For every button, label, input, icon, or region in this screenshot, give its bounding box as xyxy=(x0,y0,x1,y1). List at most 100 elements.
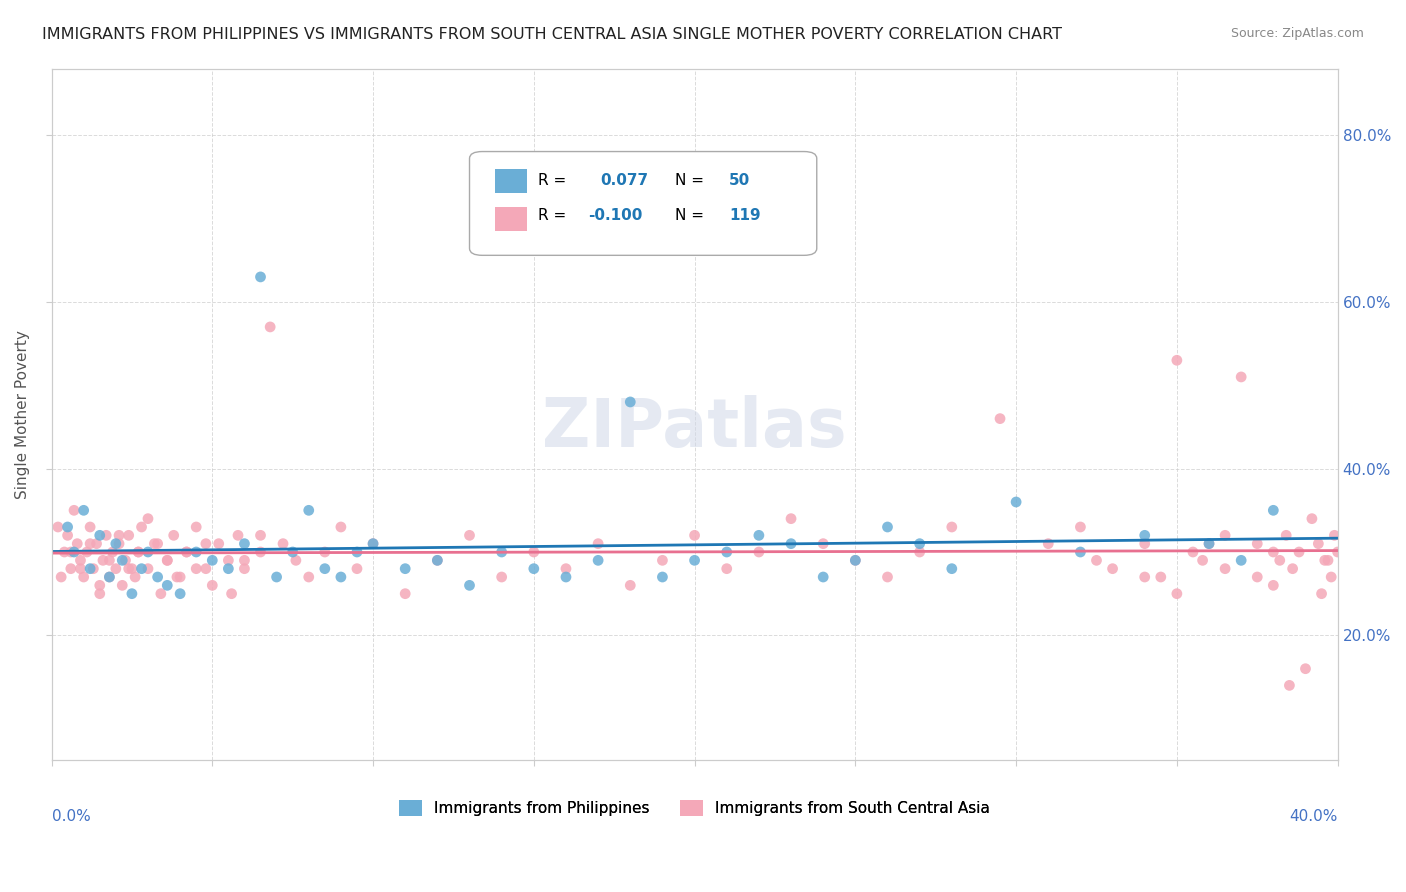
Point xyxy=(651,570,673,584)
Point xyxy=(1263,578,1285,592)
Point xyxy=(1326,545,1348,559)
Point xyxy=(108,528,131,542)
FancyBboxPatch shape xyxy=(470,152,817,255)
Point xyxy=(780,511,803,525)
Point xyxy=(53,545,76,559)
Point xyxy=(1069,545,1091,559)
Point xyxy=(1278,678,1301,692)
Point xyxy=(284,553,307,567)
Point xyxy=(63,503,86,517)
Point xyxy=(217,562,239,576)
Point xyxy=(1005,495,1028,509)
Point xyxy=(156,578,179,592)
Point xyxy=(176,545,198,559)
Text: 40.0%: 40.0% xyxy=(1289,809,1337,824)
Point xyxy=(361,536,384,550)
Point xyxy=(66,536,89,550)
Point xyxy=(136,562,159,576)
Point xyxy=(266,570,288,584)
Legend: Immigrants from Philippines, Immigrants from South Central Asia: Immigrants from Philippines, Immigrants … xyxy=(392,794,997,822)
Point xyxy=(716,562,738,576)
Point xyxy=(89,587,111,601)
Point xyxy=(1308,536,1330,550)
Point xyxy=(59,562,82,576)
Point xyxy=(186,545,208,559)
Point xyxy=(329,520,352,534)
Point xyxy=(1133,536,1156,550)
Point xyxy=(163,528,186,542)
Point xyxy=(186,562,208,576)
Point xyxy=(1295,662,1317,676)
Point xyxy=(73,503,96,517)
Point xyxy=(491,545,513,559)
Point xyxy=(98,570,121,584)
Point xyxy=(226,528,249,542)
Point xyxy=(259,320,281,334)
Point xyxy=(908,545,931,559)
Point xyxy=(114,553,136,567)
Point xyxy=(298,570,321,584)
Y-axis label: Single Mother Poverty: Single Mother Poverty xyxy=(15,330,30,499)
Point xyxy=(523,545,546,559)
Point xyxy=(111,578,134,592)
Point xyxy=(127,545,149,559)
Point xyxy=(98,553,121,567)
Point xyxy=(104,536,127,550)
Point xyxy=(118,528,141,542)
Point xyxy=(1301,511,1323,525)
Point xyxy=(1198,536,1220,550)
Point xyxy=(941,520,963,534)
Point xyxy=(314,545,336,559)
Point xyxy=(63,545,86,559)
Point xyxy=(458,528,481,542)
Point xyxy=(169,570,191,584)
Point xyxy=(186,520,208,534)
Point xyxy=(59,545,82,559)
Point xyxy=(1038,536,1060,550)
Point xyxy=(1246,570,1268,584)
Point xyxy=(217,553,239,567)
Point xyxy=(121,562,143,576)
Point xyxy=(811,570,834,584)
Point xyxy=(201,553,224,567)
Point xyxy=(683,553,706,567)
Point xyxy=(811,536,834,550)
Point xyxy=(1310,587,1333,601)
Point xyxy=(156,553,179,567)
Point xyxy=(79,562,101,576)
Point xyxy=(233,553,256,567)
Text: 119: 119 xyxy=(730,209,761,223)
Point xyxy=(46,520,69,534)
Point xyxy=(1166,353,1188,368)
Point xyxy=(1191,553,1213,567)
Point xyxy=(619,578,641,592)
Point xyxy=(1275,528,1298,542)
Point xyxy=(96,528,118,542)
Point xyxy=(1166,587,1188,601)
Point xyxy=(523,562,546,576)
Point xyxy=(118,562,141,576)
Point xyxy=(361,536,384,550)
Point xyxy=(1101,562,1123,576)
FancyBboxPatch shape xyxy=(495,207,527,231)
Text: 50: 50 xyxy=(730,173,751,188)
Point xyxy=(1181,545,1204,559)
Point xyxy=(491,570,513,584)
Point xyxy=(844,553,866,567)
Point xyxy=(143,536,166,550)
Point xyxy=(298,503,321,517)
Point xyxy=(1246,536,1268,550)
Point xyxy=(748,528,770,542)
Point xyxy=(1263,503,1285,517)
Text: 0.0%: 0.0% xyxy=(52,809,90,824)
Point xyxy=(651,553,673,567)
Point xyxy=(619,395,641,409)
Text: ZIPatlas: ZIPatlas xyxy=(543,395,846,461)
Point xyxy=(271,536,294,550)
Point xyxy=(426,553,449,567)
Point xyxy=(56,528,79,542)
Point xyxy=(79,536,101,550)
Point xyxy=(249,528,271,542)
Point xyxy=(98,570,121,584)
Point xyxy=(748,545,770,559)
